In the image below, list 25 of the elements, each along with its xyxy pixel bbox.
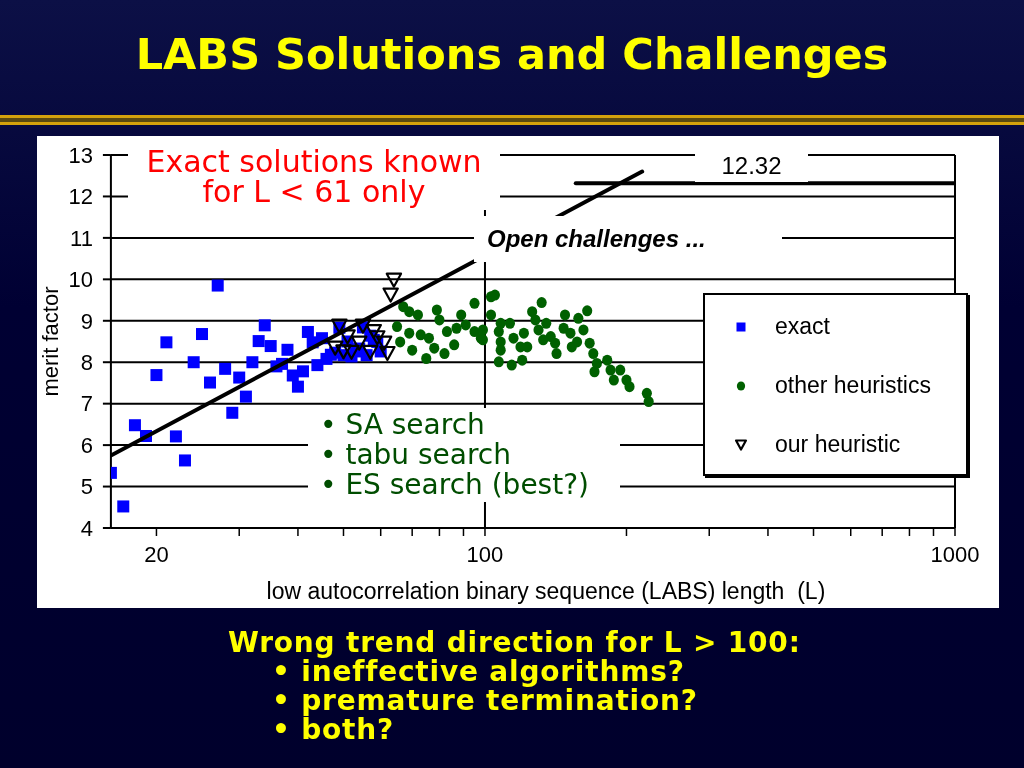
annotation: Exact solutions known for L < 61 only (145, 144, 483, 209)
chart-title: LABS Solutions and Challenges (134, 28, 890, 81)
legend-label: exact (775, 313, 830, 340)
y-tick-label: 10 (68, 267, 93, 293)
y-tick-label: 12 (68, 184, 93, 210)
y-tick-label: 5 (80, 474, 93, 500)
y-axis-title: merit factor (37, 286, 63, 397)
y-tick-label: 7 (80, 391, 93, 417)
annotation: • ES search (best?) (319, 468, 589, 501)
y-tick-label: 11 (70, 225, 93, 251)
annotation: • tabu search (319, 438, 511, 471)
annotation: • SA search (319, 408, 485, 441)
y-tick-label: 13 (68, 142, 93, 168)
annotation: 12.32 (695, 150, 808, 182)
y-tick-label: 8 (80, 350, 93, 376)
x-tick-label: 20 (144, 541, 169, 567)
y-tick-label: 4 (80, 515, 93, 541)
x-axis-title: low autocorrelation binary sequence (LABS) length (L) (266, 578, 826, 604)
annotation: Open challenges ... (474, 216, 782, 262)
legend-label: our heuristic (775, 431, 901, 458)
y-tick-label: 6 (80, 432, 93, 458)
x-tick-label: 100 (466, 541, 504, 567)
legend-label: other heuristics (775, 372, 931, 399)
y-tick-label: 9 (80, 308, 93, 334)
x-tick-label: 1000 (930, 541, 980, 567)
